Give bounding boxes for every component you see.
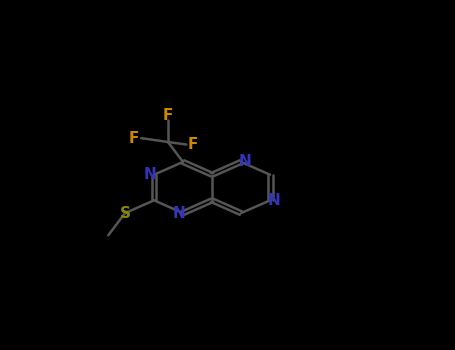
Text: F: F [128, 131, 139, 146]
Text: N: N [239, 154, 252, 169]
Text: N: N [143, 167, 156, 182]
Text: F: F [187, 137, 198, 152]
Text: F: F [163, 108, 173, 123]
Text: N: N [172, 206, 185, 220]
Text: S: S [120, 206, 131, 220]
Text: N: N [268, 193, 281, 208]
